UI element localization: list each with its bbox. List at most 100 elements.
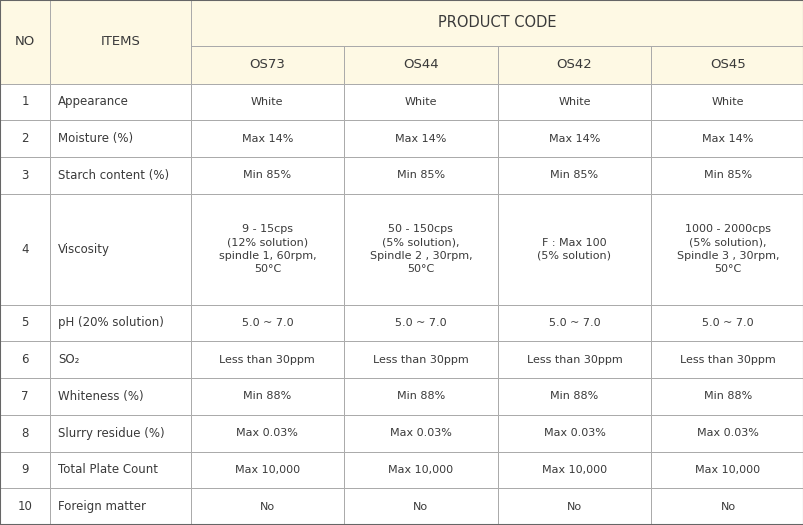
Text: OS45: OS45 — [709, 58, 745, 71]
Bar — [50, 83, 190, 120]
Text: 4: 4 — [21, 243, 29, 256]
Text: pH (20% solution): pH (20% solution) — [58, 317, 164, 330]
Bar — [190, 83, 344, 120]
Bar — [50, 157, 190, 194]
Text: Min 88%: Min 88% — [703, 392, 752, 402]
Bar — [344, 341, 497, 378]
Text: Slurry residue (%): Slurry residue (%) — [58, 427, 165, 439]
Bar — [650, 46, 803, 83]
Bar — [0, 415, 50, 452]
Text: Min 88%: Min 88% — [396, 392, 445, 402]
Text: 5: 5 — [21, 317, 29, 330]
Bar — [0, 488, 50, 525]
Bar — [497, 83, 650, 120]
Bar — [650, 341, 803, 378]
Bar — [50, 0, 190, 83]
Bar — [344, 488, 497, 525]
Text: 1000 - 2000cps
(5% solution),
Spindle 3 , 30rpm,
50°C: 1000 - 2000cps (5% solution), Spindle 3 … — [676, 224, 778, 274]
Text: No: No — [259, 501, 275, 512]
Text: Max 10,000: Max 10,000 — [695, 465, 760, 475]
Bar — [50, 452, 190, 488]
Bar — [650, 415, 803, 452]
Text: Total Plate Count: Total Plate Count — [58, 464, 157, 476]
Bar — [50, 304, 190, 341]
Bar — [0, 120, 50, 157]
Text: 9: 9 — [21, 464, 29, 476]
Bar — [650, 304, 803, 341]
Bar — [497, 304, 650, 341]
Bar — [190, 304, 344, 341]
Text: 7: 7 — [21, 390, 29, 403]
Bar — [497, 46, 650, 83]
Text: White: White — [557, 97, 590, 107]
Text: Appearance: Appearance — [58, 96, 128, 109]
Bar — [497, 488, 650, 525]
Bar — [650, 194, 803, 304]
Bar — [50, 488, 190, 525]
Text: Max 10,000: Max 10,000 — [234, 465, 300, 475]
Text: OS44: OS44 — [402, 58, 438, 71]
Text: 5.0 ~ 7.0: 5.0 ~ 7.0 — [394, 318, 446, 328]
Bar — [497, 157, 650, 194]
Text: F : Max 100
(5% solution): F : Max 100 (5% solution) — [536, 238, 611, 261]
Bar — [190, 194, 344, 304]
Text: Viscosity: Viscosity — [58, 243, 110, 256]
Text: No: No — [566, 501, 581, 512]
Bar — [190, 0, 803, 46]
Bar — [0, 304, 50, 341]
Text: Max 0.03%: Max 0.03% — [696, 428, 758, 438]
Bar — [497, 120, 650, 157]
Text: 5.0 ~ 7.0: 5.0 ~ 7.0 — [548, 318, 600, 328]
Bar — [190, 120, 344, 157]
Text: Whiteness (%): Whiteness (%) — [58, 390, 143, 403]
Bar — [0, 194, 50, 304]
Bar — [650, 120, 803, 157]
Text: Foreign matter: Foreign matter — [58, 500, 145, 513]
Bar — [190, 378, 344, 415]
Text: No: No — [413, 501, 428, 512]
Bar — [190, 415, 344, 452]
Text: Max 14%: Max 14% — [548, 134, 599, 144]
Bar — [50, 194, 190, 304]
Text: White: White — [711, 97, 744, 107]
Bar — [50, 120, 190, 157]
Bar — [650, 378, 803, 415]
Text: 5.0 ~ 7.0: 5.0 ~ 7.0 — [701, 318, 753, 328]
Text: Starch content (%): Starch content (%) — [58, 169, 169, 182]
Bar — [344, 378, 497, 415]
Bar — [344, 304, 497, 341]
Bar — [190, 157, 344, 194]
Bar — [50, 378, 190, 415]
Bar — [190, 46, 344, 83]
Text: OS73: OS73 — [249, 58, 285, 71]
Bar — [497, 378, 650, 415]
Text: No: No — [719, 501, 735, 512]
Text: Less than 30ppm: Less than 30ppm — [679, 355, 775, 365]
Text: 9 - 15cps
(12% solution)
spindle 1, 60rpm,
50°C: 9 - 15cps (12% solution) spindle 1, 60rp… — [218, 224, 316, 274]
Text: Min 88%: Min 88% — [549, 392, 598, 402]
Text: 1: 1 — [21, 96, 29, 109]
Text: Max 10,000: Max 10,000 — [541, 465, 606, 475]
Bar — [0, 452, 50, 488]
Text: Max 0.03%: Max 0.03% — [543, 428, 605, 438]
Bar — [497, 415, 650, 452]
Text: White: White — [404, 97, 437, 107]
Bar — [0, 0, 50, 83]
Bar — [650, 488, 803, 525]
Text: Moisture (%): Moisture (%) — [58, 132, 132, 145]
Text: Min 85%: Min 85% — [243, 171, 291, 181]
Text: PRODUCT CODE: PRODUCT CODE — [438, 15, 556, 30]
Text: Less than 30ppm: Less than 30ppm — [373, 355, 468, 365]
Text: NO: NO — [14, 35, 35, 48]
Bar — [497, 194, 650, 304]
Bar — [190, 452, 344, 488]
Bar — [0, 157, 50, 194]
Text: OS42: OS42 — [556, 58, 592, 71]
Text: 50 - 150cps
(5% solution),
Spindle 2 , 30rpm,
50°C: 50 - 150cps (5% solution), Spindle 2 , 3… — [369, 224, 471, 274]
Text: Less than 30ppm: Less than 30ppm — [526, 355, 622, 365]
Text: Min 85%: Min 85% — [550, 171, 597, 181]
Bar — [497, 452, 650, 488]
Text: Max 14%: Max 14% — [395, 134, 446, 144]
Bar — [344, 452, 497, 488]
Text: Less than 30ppm: Less than 30ppm — [219, 355, 315, 365]
